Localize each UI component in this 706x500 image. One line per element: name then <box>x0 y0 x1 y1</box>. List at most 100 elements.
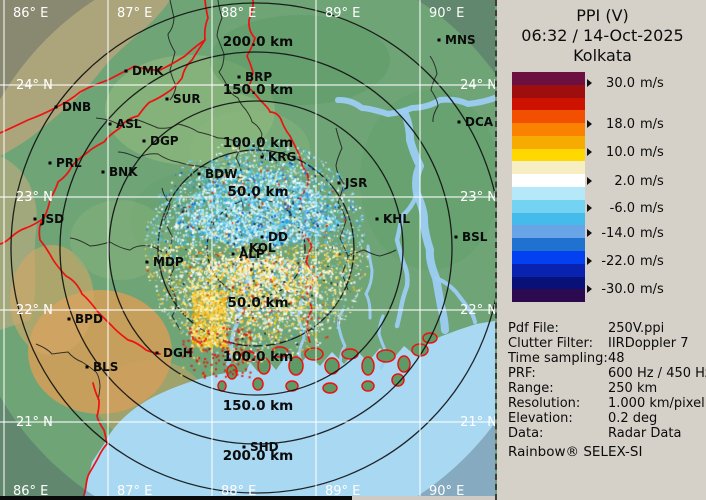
product-info-panel: PPI (V) 06:32 / 14-Oct-2025 Kolkata 30.0… <box>499 0 706 500</box>
city-marker-DD <box>260 235 264 239</box>
city-label-DGP: DGP <box>150 134 179 148</box>
city-marker-JSD <box>33 217 37 221</box>
ring-label: 150.0 km <box>223 82 293 98</box>
ring-label: 50.0 km <box>227 295 288 311</box>
radar-map-display: 86° E 86° E 87° E 87° E 88° E 88° E 89° E 89° E… <box>0 0 497 500</box>
param-value: 1.000 km/pixel <box>608 396 705 411</box>
legend-color-band-5 <box>512 135 585 149</box>
tick-arrow-icon <box>587 257 592 265</box>
city-marker-KOL <box>241 246 245 250</box>
param-row: Elevation: 0.2 deg <box>508 411 703 426</box>
tick-value: -30.0 <box>601 281 635 297</box>
city-marker-PRL <box>48 161 52 165</box>
city-label-BRP: BRP <box>245 70 272 84</box>
city-marker-DCA <box>457 120 461 124</box>
city-label-JSD: JSD <box>40 212 64 226</box>
map-bottom-edge <box>0 496 352 500</box>
map-labels: 86° E 86° E 87° E 87° E 88° E 88° E 89° E 89° E… <box>13 6 497 499</box>
city-label-BSL: BSL <box>462 230 488 244</box>
tick-value: 30.0 <box>606 75 635 91</box>
legend-color-band-17 <box>512 289 585 303</box>
city-marker-JSR <box>337 181 341 185</box>
city-marker-DMK <box>124 69 128 73</box>
param-row: Clutter Filter: IIRDoppler 7 <box>508 336 703 351</box>
tick-unit: m/s <box>640 144 664 160</box>
lat-label-right: 22° N <box>460 303 497 318</box>
ring-label: 200.0 km <box>223 448 293 464</box>
city-label-JSR: JSR <box>344 176 367 190</box>
city-marker-ALP <box>231 252 235 256</box>
legend-tick: 2.0 m/s <box>587 172 664 190</box>
city-label-KRG: KRG <box>268 150 296 164</box>
legend-color-band-3 <box>512 110 585 124</box>
city-label-PRL: PRL <box>56 156 82 170</box>
legend-color-band-11 <box>512 212 585 226</box>
param-row: PRF: 600 Hz / 450 Hz <box>508 366 706 381</box>
lon-label-top: 88° E <box>221 6 256 21</box>
city-marker-SHD <box>242 445 246 449</box>
city-marker-MDP <box>145 260 149 264</box>
legend-tick: -22.0 m/s <box>587 252 664 270</box>
tick-unit: m/s <box>640 75 664 91</box>
product-time: 06:32 / 14-Oct-2025 <box>521 26 684 45</box>
legend-color-band-4 <box>512 123 585 136</box>
legend-color-band-9 <box>512 187 585 200</box>
lat-label-left: 22° N <box>16 303 53 318</box>
city-label-DCA: DCA <box>465 115 494 129</box>
param-label: Pdf File: <box>508 321 559 336</box>
city-label-BDW: BDW <box>205 167 237 181</box>
city-labels: MNS DMK BRP SUR DNB DCA ASL DGP KRG PRL BNK BDW JSR K… <box>33 33 494 454</box>
param-row: Range: 250 km <box>508 381 703 396</box>
ring-label: 150.0 km <box>223 398 293 414</box>
tick-value: -22.0 <box>601 253 635 269</box>
param-row: Resolution: 1.000 km/pixel <box>508 396 705 411</box>
legend-color-band-6 <box>512 148 585 162</box>
lon-label-bottom: 87° E <box>117 484 152 499</box>
param-value: IIRDoppler 7 <box>608 336 689 351</box>
city-marker-BLS <box>85 365 89 369</box>
city-label-KOL: KOL <box>249 241 276 255</box>
city-label-SHD: SHD <box>250 440 279 454</box>
tick-unit: m/s <box>640 225 664 241</box>
city-label-ALP: ALP <box>239 247 265 261</box>
tick-unit: m/s <box>640 281 664 297</box>
legend-tick: -6.0 m/s <box>587 199 664 217</box>
legend-color-band-13 <box>512 238 585 251</box>
city-marker-KRG <box>260 155 264 159</box>
param-row: Pdf File: 250V.ppi <box>508 321 703 336</box>
tick-unit: m/s <box>640 200 664 216</box>
city-marker-BSL <box>454 235 458 239</box>
param-value: 0.2 deg <box>608 411 658 426</box>
legend-tick: 18.0 m/s <box>587 115 664 133</box>
tick-unit: m/s <box>640 253 664 269</box>
legend-color-band-0 <box>512 72 585 85</box>
city-marker-KHL <box>375 217 379 221</box>
radar-echo-layer <box>0 0 495 500</box>
city-label-BNK: BNK <box>109 165 138 179</box>
city-label-KHL: KHL <box>383 212 410 226</box>
lon-label-top: 90° E <box>429 6 464 21</box>
param-value: 250V.ppi <box>608 321 665 336</box>
lat-label-left: 21° N <box>16 415 53 430</box>
tick-unit: m/s <box>640 173 664 189</box>
city-marker-DGP <box>142 139 146 143</box>
lat-label-right: 23° N <box>460 190 497 205</box>
tick-arrow-icon <box>587 177 592 185</box>
city-marker-MNS <box>437 38 441 42</box>
city-label-BLS: BLS <box>93 360 118 374</box>
tick-value: 2.0 <box>614 173 635 189</box>
station-name: Kolkata <box>573 46 632 65</box>
lon-label-top: 89° E <box>325 6 360 21</box>
ring-labels: 50.0 km 100.0 km 150.0 km 200.0 km 50.0 km 10… <box>223 34 293 464</box>
city-label-DNB: DNB <box>62 100 91 114</box>
param-row: Time sampling: 48 <box>508 351 703 366</box>
lon-label-top: 86° E <box>13 6 48 21</box>
scan-parameters: Pdf File: 250V.ppi Clutter Filter: IIRDoppl… <box>508 321 706 441</box>
param-label: Range: <box>508 381 554 396</box>
lat-label-left: 23° N <box>16 190 53 205</box>
legend-color-band-14 <box>512 250 585 264</box>
param-value: 600 Hz / 450 Hz <box>608 366 706 381</box>
map-bottom-edge-gray <box>352 496 495 500</box>
city-label-MDP: MDP <box>153 255 184 269</box>
